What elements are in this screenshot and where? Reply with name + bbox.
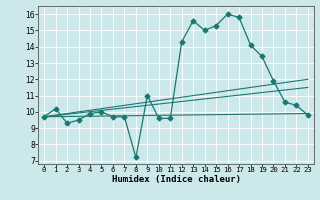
X-axis label: Humidex (Indice chaleur): Humidex (Indice chaleur) xyxy=(111,175,241,184)
